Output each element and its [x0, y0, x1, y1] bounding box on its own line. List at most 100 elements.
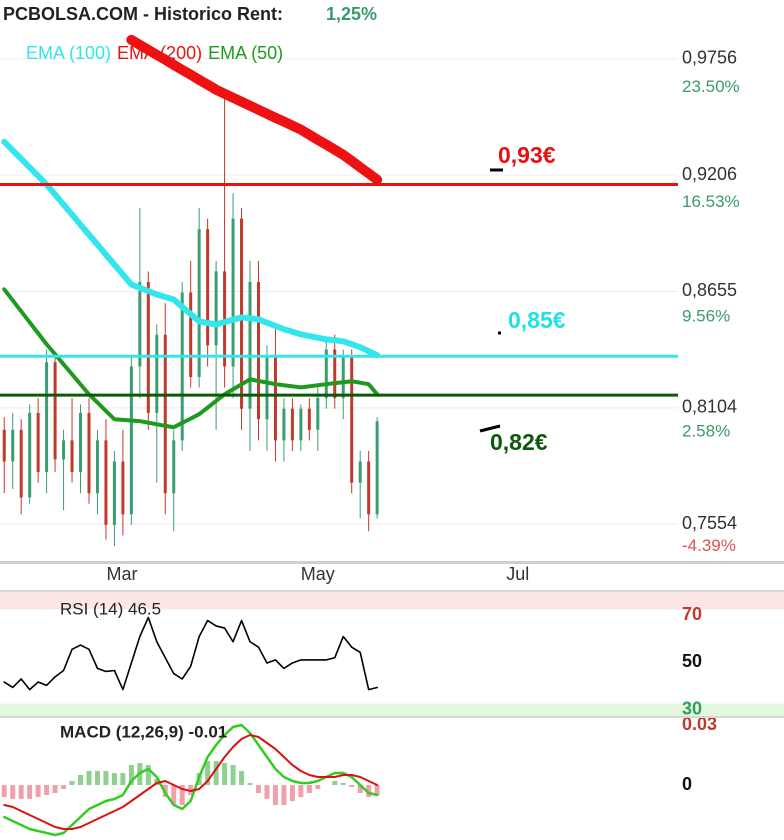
- y2-tick-label: 2.58%: [682, 421, 730, 440]
- candle-body: [36, 412, 40, 473]
- header-rent: 1,25%: [326, 4, 377, 24]
- histogram-bar: [179, 785, 185, 805]
- macd-line: [3, 734, 379, 830]
- histogram-bar: [213, 761, 219, 785]
- candle-body: [53, 362, 57, 460]
- candle-body: [256, 281, 260, 420]
- candle-body: [104, 440, 108, 525]
- histogram-bar: [44, 785, 50, 795]
- panel-title: MACD (12,26,9) -0.01: [60, 722, 227, 741]
- separator: [0, 561, 784, 564]
- histogram-bar: [340, 783, 346, 785]
- candle-body: [367, 461, 371, 515]
- level-marker: [479, 424, 501, 433]
- y2-tick-label: 9.56%: [682, 307, 730, 326]
- candle-body: [223, 271, 227, 367]
- candle-body: [333, 349, 337, 399]
- legend-entry: EMA (100): [26, 43, 111, 63]
- level-label: 0,85€: [508, 307, 566, 333]
- candle-body: [307, 408, 311, 430]
- histogram-bar: [94, 771, 100, 785]
- candle-body: [11, 429, 15, 462]
- macd-line: [2, 723, 379, 837]
- candle-body: [265, 355, 269, 420]
- histogram-bar: [306, 785, 312, 793]
- legend-entry: EMA (200): [117, 43, 202, 63]
- histogram-bar: [374, 785, 380, 795]
- y2-tick-label: 16.53%: [682, 192, 740, 211]
- candle-body: [172, 440, 176, 494]
- candle-body: [248, 281, 252, 409]
- candle-body: [163, 334, 167, 494]
- histogram-bar: [128, 765, 134, 785]
- candle-body: [112, 461, 116, 525]
- histogram-bar: [61, 785, 67, 789]
- ema-line: [2, 287, 380, 430]
- histogram-bar: [255, 785, 261, 793]
- histogram-bar: [281, 785, 287, 805]
- band: [0, 592, 784, 610]
- candle-body: [70, 440, 74, 473]
- y2-tick-label: 23.50%: [682, 77, 740, 96]
- candle-body: [138, 281, 142, 367]
- level-label: 0,93€: [498, 142, 556, 168]
- histogram-bar: [247, 783, 253, 785]
- band: [0, 703, 784, 716]
- candle-body: [45, 362, 49, 473]
- ema-line: [1, 138, 381, 359]
- candle-body: [299, 408, 303, 441]
- histogram-bar: [86, 771, 92, 785]
- histogram-bar: [18, 785, 24, 799]
- histogram-bar: [120, 773, 126, 785]
- overlay: Mar May Jul 0,9756 0,9206 0,8655 0,8104 0,7554 2…: [0, 43, 740, 794]
- histogram-bar: [1, 785, 7, 797]
- candle-body: [358, 461, 362, 483]
- histogram-bar: [27, 785, 33, 799]
- x-tick-label: Mar: [106, 564, 137, 584]
- candle-body: [375, 421, 379, 515]
- candle-body: [155, 334, 159, 413]
- header-title: PCBOLSA.COM - Historico Rent:: [3, 4, 283, 24]
- histogram-bar: [205, 761, 211, 785]
- candle-body: [341, 355, 345, 399]
- histogram-bar: [103, 771, 109, 785]
- histogram-bar: [171, 785, 177, 805]
- histogram-bar: [357, 785, 363, 793]
- y-tick-label: 0,9206: [682, 164, 737, 184]
- candle-body: [316, 398, 320, 430]
- candle-body: [62, 440, 66, 460]
- histogram-bar: [272, 785, 278, 805]
- histogram-bar: [145, 765, 151, 785]
- x-tick-label: May: [301, 564, 335, 584]
- candle-body: [273, 355, 277, 441]
- candle-body: [2, 429, 6, 462]
- candle-body: [231, 218, 235, 367]
- histogram-bar: [366, 785, 372, 797]
- candle-body: [282, 408, 286, 441]
- histogram-bar: [315, 785, 321, 789]
- x-tick-label: Jul: [506, 564, 529, 584]
- candle-body: [324, 349, 328, 399]
- rsi-line: [3, 616, 378, 691]
- candle-body: [28, 412, 32, 498]
- candle-body: [79, 412, 83, 473]
- y-tick-label: 0.03: [682, 714, 717, 734]
- histogram-bar: [222, 763, 228, 785]
- candle-body: [197, 229, 201, 378]
- histogram-bar: [35, 785, 41, 797]
- separator: [0, 716, 784, 718]
- y-tick-label: 30: [682, 698, 702, 718]
- y-tick-label: 50: [682, 651, 702, 671]
- histogram-bar: [111, 773, 117, 785]
- candle-body: [214, 271, 218, 346]
- y2-tick-label: -4.39%: [682, 536, 736, 555]
- candle-body: [240, 218, 244, 409]
- candle-body: [350, 355, 354, 483]
- y-tick-label: 0,9756: [682, 48, 737, 68]
- histogram-bar: [289, 785, 295, 801]
- candle-body: [129, 366, 133, 515]
- y-tick-label: 0,8655: [682, 280, 737, 300]
- histogram-bar: [230, 765, 236, 785]
- candle-body: [146, 281, 150, 413]
